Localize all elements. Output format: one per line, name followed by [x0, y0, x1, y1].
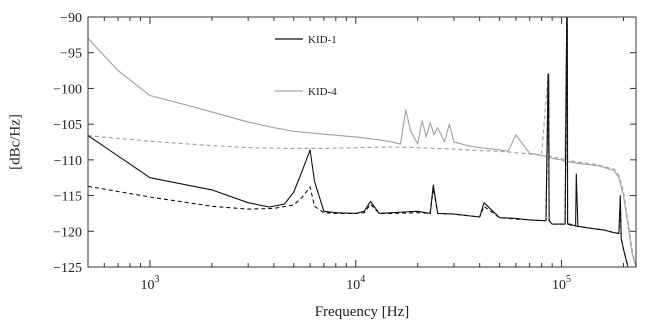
series-4-dashed-line: [88, 17, 636, 267]
y-axis-label: [dBc/Hz]: [7, 114, 23, 170]
kid-4-solid-line: [88, 17, 636, 267]
y-tick-label: −120: [53, 225, 82, 240]
series-2-dashed-line: [88, 23, 629, 267]
plot-frame: [87, 16, 637, 268]
series-layer: [88, 17, 636, 267]
y-tick-label: −100: [53, 82, 82, 97]
y-tick-label: −90: [60, 11, 82, 26]
legend-label-kid-1: KID-1: [308, 34, 337, 46]
x-tick-label: 104: [346, 274, 365, 293]
legend: KID-1 KID-4: [275, 34, 337, 98]
y-tick-label: −105: [53, 118, 82, 133]
y-tick-label: −110: [54, 154, 82, 169]
x-tick-label: 103: [140, 274, 159, 293]
x-axis-label: Frequency [Hz]: [315, 304, 410, 320]
legend-label-kid-4: KID-4: [308, 86, 337, 98]
y-tick-label: −125: [53, 261, 82, 276]
kid-1-solid-line: [88, 17, 629, 267]
y-tick-label: −115: [54, 190, 82, 205]
y-tick-label: −95: [60, 47, 82, 62]
ticks-layer: −125 −120 −115 −110 −105 −100 −95 −90 103 104 105: [53, 11, 636, 293]
x-tick-label: 105: [552, 274, 571, 293]
